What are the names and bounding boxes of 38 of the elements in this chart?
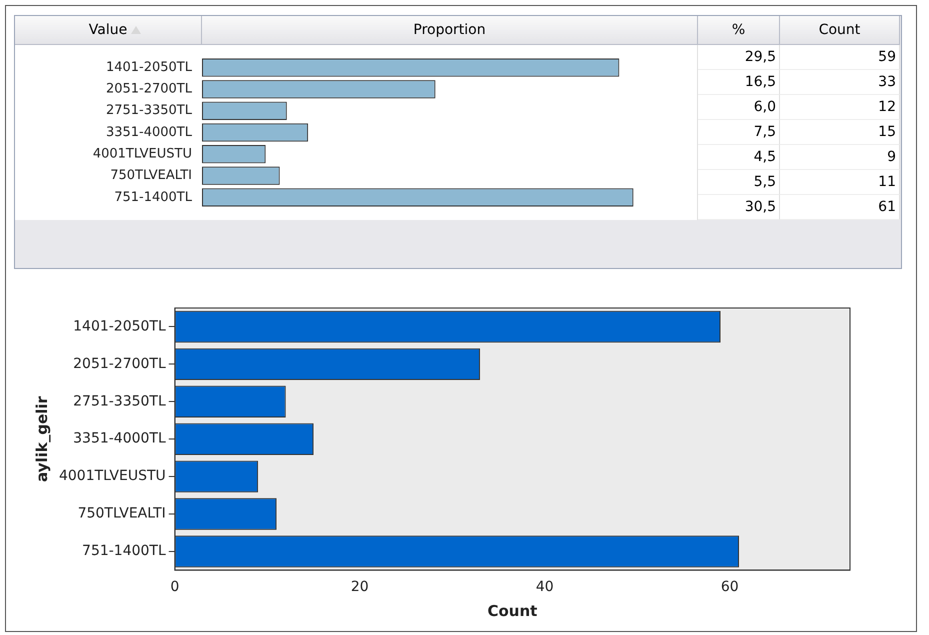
x-tick-label: 60 [720,579,739,596]
y-tick-label: 2751-3350TL [73,393,166,410]
y-tick-label: 1401-2050TL [106,60,193,75]
text: 59 [780,45,900,70]
y-tick-label: 2051-2700TL [73,356,166,372]
text: % [698,16,780,45]
y-tick-label: 1401-2050TL [73,318,166,334]
y-tick-label: 751-1400TL [82,543,166,560]
y-tick-label: 750TLVEALTI [110,168,192,184]
y-tick-label: 2051-2700TL [106,82,193,97]
text: 61 [780,195,900,220]
x-tick-label: 0 [170,579,180,596]
data-label: 16,5 [698,70,780,95]
y-tick-label: 4001TLVEUSTU [58,468,166,484]
x-axis-title: Count [487,602,538,620]
data-label: 30,5 [698,195,780,220]
y-tick-label: 751-1400TL [114,190,193,205]
x-tick-label: 40 [536,579,554,596]
data-label: 5,5 [698,170,780,195]
text: 15 [780,120,900,145]
x-axis-title: Proportion [202,16,698,45]
text: 9 [780,145,900,170]
data-label: 6,0 [698,95,780,120]
y-tick-label: 4001TLVEUSTU [92,146,192,162]
y-tick-label: 750TLVEALTI [78,506,166,522]
text: 12 [780,95,900,120]
text: 33 [780,70,900,95]
y-tick-label: 3351-4000TL [106,124,193,140]
x-tick-label: 20 [350,579,369,596]
y-axis-title: aylik_gelir [32,396,51,482]
data-label: 29,5 [698,45,780,70]
text: Count [780,16,900,45]
data-label: 7,5 [698,120,780,145]
y-tick-label: 2751-3350TL [106,103,193,118]
data-label: 4,5 [698,145,780,170]
y-axis-title: Value [15,16,202,45]
y-tick-label: 3351-4000TL [73,430,166,447]
text: 11 [780,170,900,195]
